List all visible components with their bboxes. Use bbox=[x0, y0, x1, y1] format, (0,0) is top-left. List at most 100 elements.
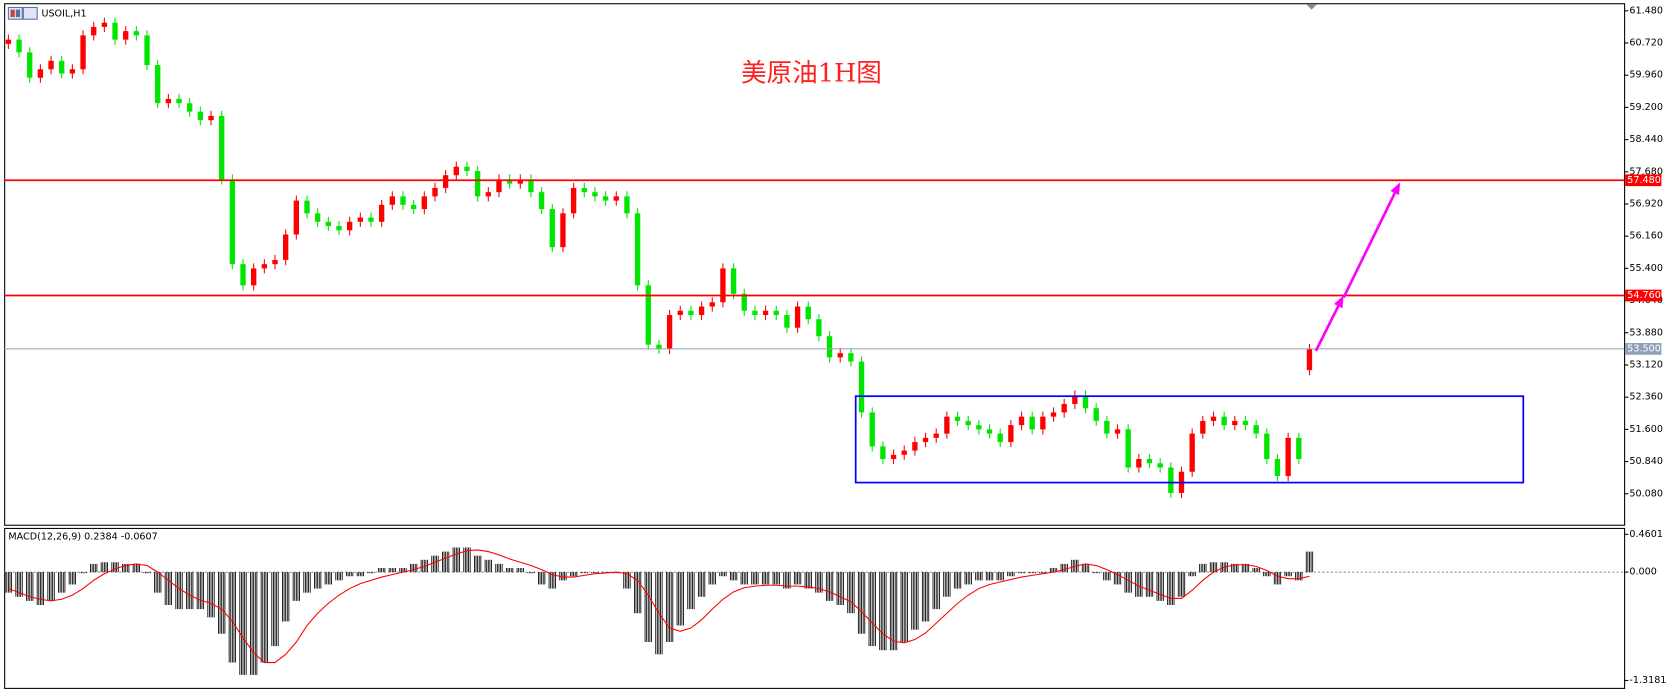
candle-body bbox=[304, 200, 310, 214]
candle-body bbox=[624, 196, 630, 214]
arrow bbox=[1314, 301, 1342, 352]
candle-body bbox=[784, 314, 790, 328]
candle-body bbox=[517, 179, 523, 184]
candle-body bbox=[1232, 420, 1238, 426]
candle-body bbox=[1306, 348, 1313, 371]
candle-body bbox=[496, 179, 502, 193]
candle-body bbox=[1136, 459, 1142, 468]
candle-body bbox=[1264, 433, 1270, 460]
candle-body bbox=[965, 420, 971, 426]
candle-body bbox=[528, 179, 534, 193]
candle-body bbox=[592, 192, 598, 197]
icon bbox=[7, 6, 23, 20]
candle-body bbox=[986, 429, 993, 434]
candle-body bbox=[773, 310, 779, 315]
candle-body bbox=[123, 31, 129, 40]
candle-body bbox=[560, 213, 566, 248]
candle-body bbox=[378, 204, 385, 222]
candle-body bbox=[91, 26, 97, 36]
candle-body bbox=[869, 412, 875, 447]
candle-body bbox=[325, 221, 331, 227]
candle-body bbox=[634, 213, 641, 286]
candle-body bbox=[474, 170, 481, 197]
candle-body bbox=[464, 166, 470, 171]
candle-body bbox=[805, 306, 811, 320]
candle-body bbox=[208, 115, 214, 121]
candle-body bbox=[645, 285, 651, 345]
candle-body bbox=[389, 196, 395, 205]
candle-body bbox=[410, 204, 417, 210]
macd-main-value: 0.2384 bbox=[84, 531, 118, 542]
candle-body bbox=[261, 264, 268, 269]
candle-body bbox=[666, 314, 673, 349]
icon bbox=[10, 9, 15, 18]
signal-line bbox=[8, 549, 1310, 664]
projection-arrows bbox=[1314, 182, 1401, 352]
y-tick-label: -1.3181 bbox=[1629, 675, 1666, 686]
candle-body bbox=[858, 361, 865, 413]
candle-body bbox=[581, 187, 587, 193]
candle-body bbox=[165, 98, 172, 104]
candle-body bbox=[421, 196, 427, 210]
candle-body bbox=[730, 268, 737, 294]
candle-body bbox=[837, 353, 843, 358]
candle-body bbox=[741, 293, 747, 311]
candle-body bbox=[133, 31, 140, 36]
shift-marker bbox=[1306, 4, 1317, 10]
y-tick-label: 0.4601 bbox=[1629, 529, 1663, 540]
candle-body bbox=[197, 111, 204, 121]
candle-body bbox=[933, 433, 939, 438]
candle-body bbox=[1072, 395, 1078, 404]
candle-body bbox=[922, 437, 929, 443]
candle-body bbox=[656, 344, 662, 349]
candle-body bbox=[698, 306, 705, 315]
y-tick-label: 52.360 bbox=[1629, 392, 1663, 403]
candle-body bbox=[1274, 459, 1281, 476]
candle-body bbox=[1093, 408, 1099, 421]
candle-body bbox=[442, 175, 449, 188]
candle-body bbox=[1285, 437, 1291, 476]
candle-body bbox=[272, 259, 278, 265]
candle-body bbox=[1040, 416, 1046, 430]
candle-body bbox=[794, 306, 801, 328]
candle-body bbox=[315, 213, 321, 222]
candle-body bbox=[1061, 403, 1067, 413]
candle-body bbox=[69, 69, 76, 74]
chart-title: 美原油1H图 bbox=[741, 59, 882, 89]
candle-body bbox=[826, 336, 833, 358]
candle-body bbox=[1189, 433, 1195, 472]
y-tick-label: 61.480 bbox=[1629, 5, 1663, 16]
y-tick-label: 59.200 bbox=[1629, 102, 1663, 113]
candle-body bbox=[1168, 467, 1174, 493]
range-box bbox=[854, 395, 1525, 484]
y-tick-label: 58.440 bbox=[1629, 134, 1663, 145]
symbol-label: USOIL,H1 bbox=[41, 8, 86, 19]
price-label-box bbox=[1625, 174, 1662, 187]
candle-body bbox=[1200, 420, 1206, 434]
candle-body bbox=[752, 310, 758, 315]
candle-body bbox=[720, 268, 726, 303]
candle-body bbox=[1050, 412, 1057, 417]
candle-body bbox=[346, 221, 353, 231]
candle-body bbox=[155, 65, 161, 104]
y-tick-label: 60.720 bbox=[1629, 38, 1663, 49]
price-label: 54.760 bbox=[1627, 290, 1661, 301]
y-tick-label: 56.920 bbox=[1629, 199, 1663, 210]
symbol-icon bbox=[7, 6, 38, 20]
candle-body bbox=[1221, 416, 1227, 426]
candle-body bbox=[570, 187, 577, 214]
candle-body bbox=[80, 35, 86, 70]
candle-body bbox=[954, 416, 961, 421]
candle-body bbox=[848, 353, 854, 362]
candle-body bbox=[912, 442, 918, 451]
price-label: 53.500 bbox=[1627, 343, 1661, 354]
candle-body bbox=[293, 200, 300, 235]
candle-body bbox=[709, 302, 715, 307]
macd-panel: 0.4601 0.000 -1.3181 bbox=[4, 529, 1666, 686]
candle-body bbox=[251, 268, 257, 286]
candle-body bbox=[357, 217, 363, 222]
y-tick-label: 50.840 bbox=[1629, 456, 1663, 467]
candle-body bbox=[1018, 416, 1025, 426]
